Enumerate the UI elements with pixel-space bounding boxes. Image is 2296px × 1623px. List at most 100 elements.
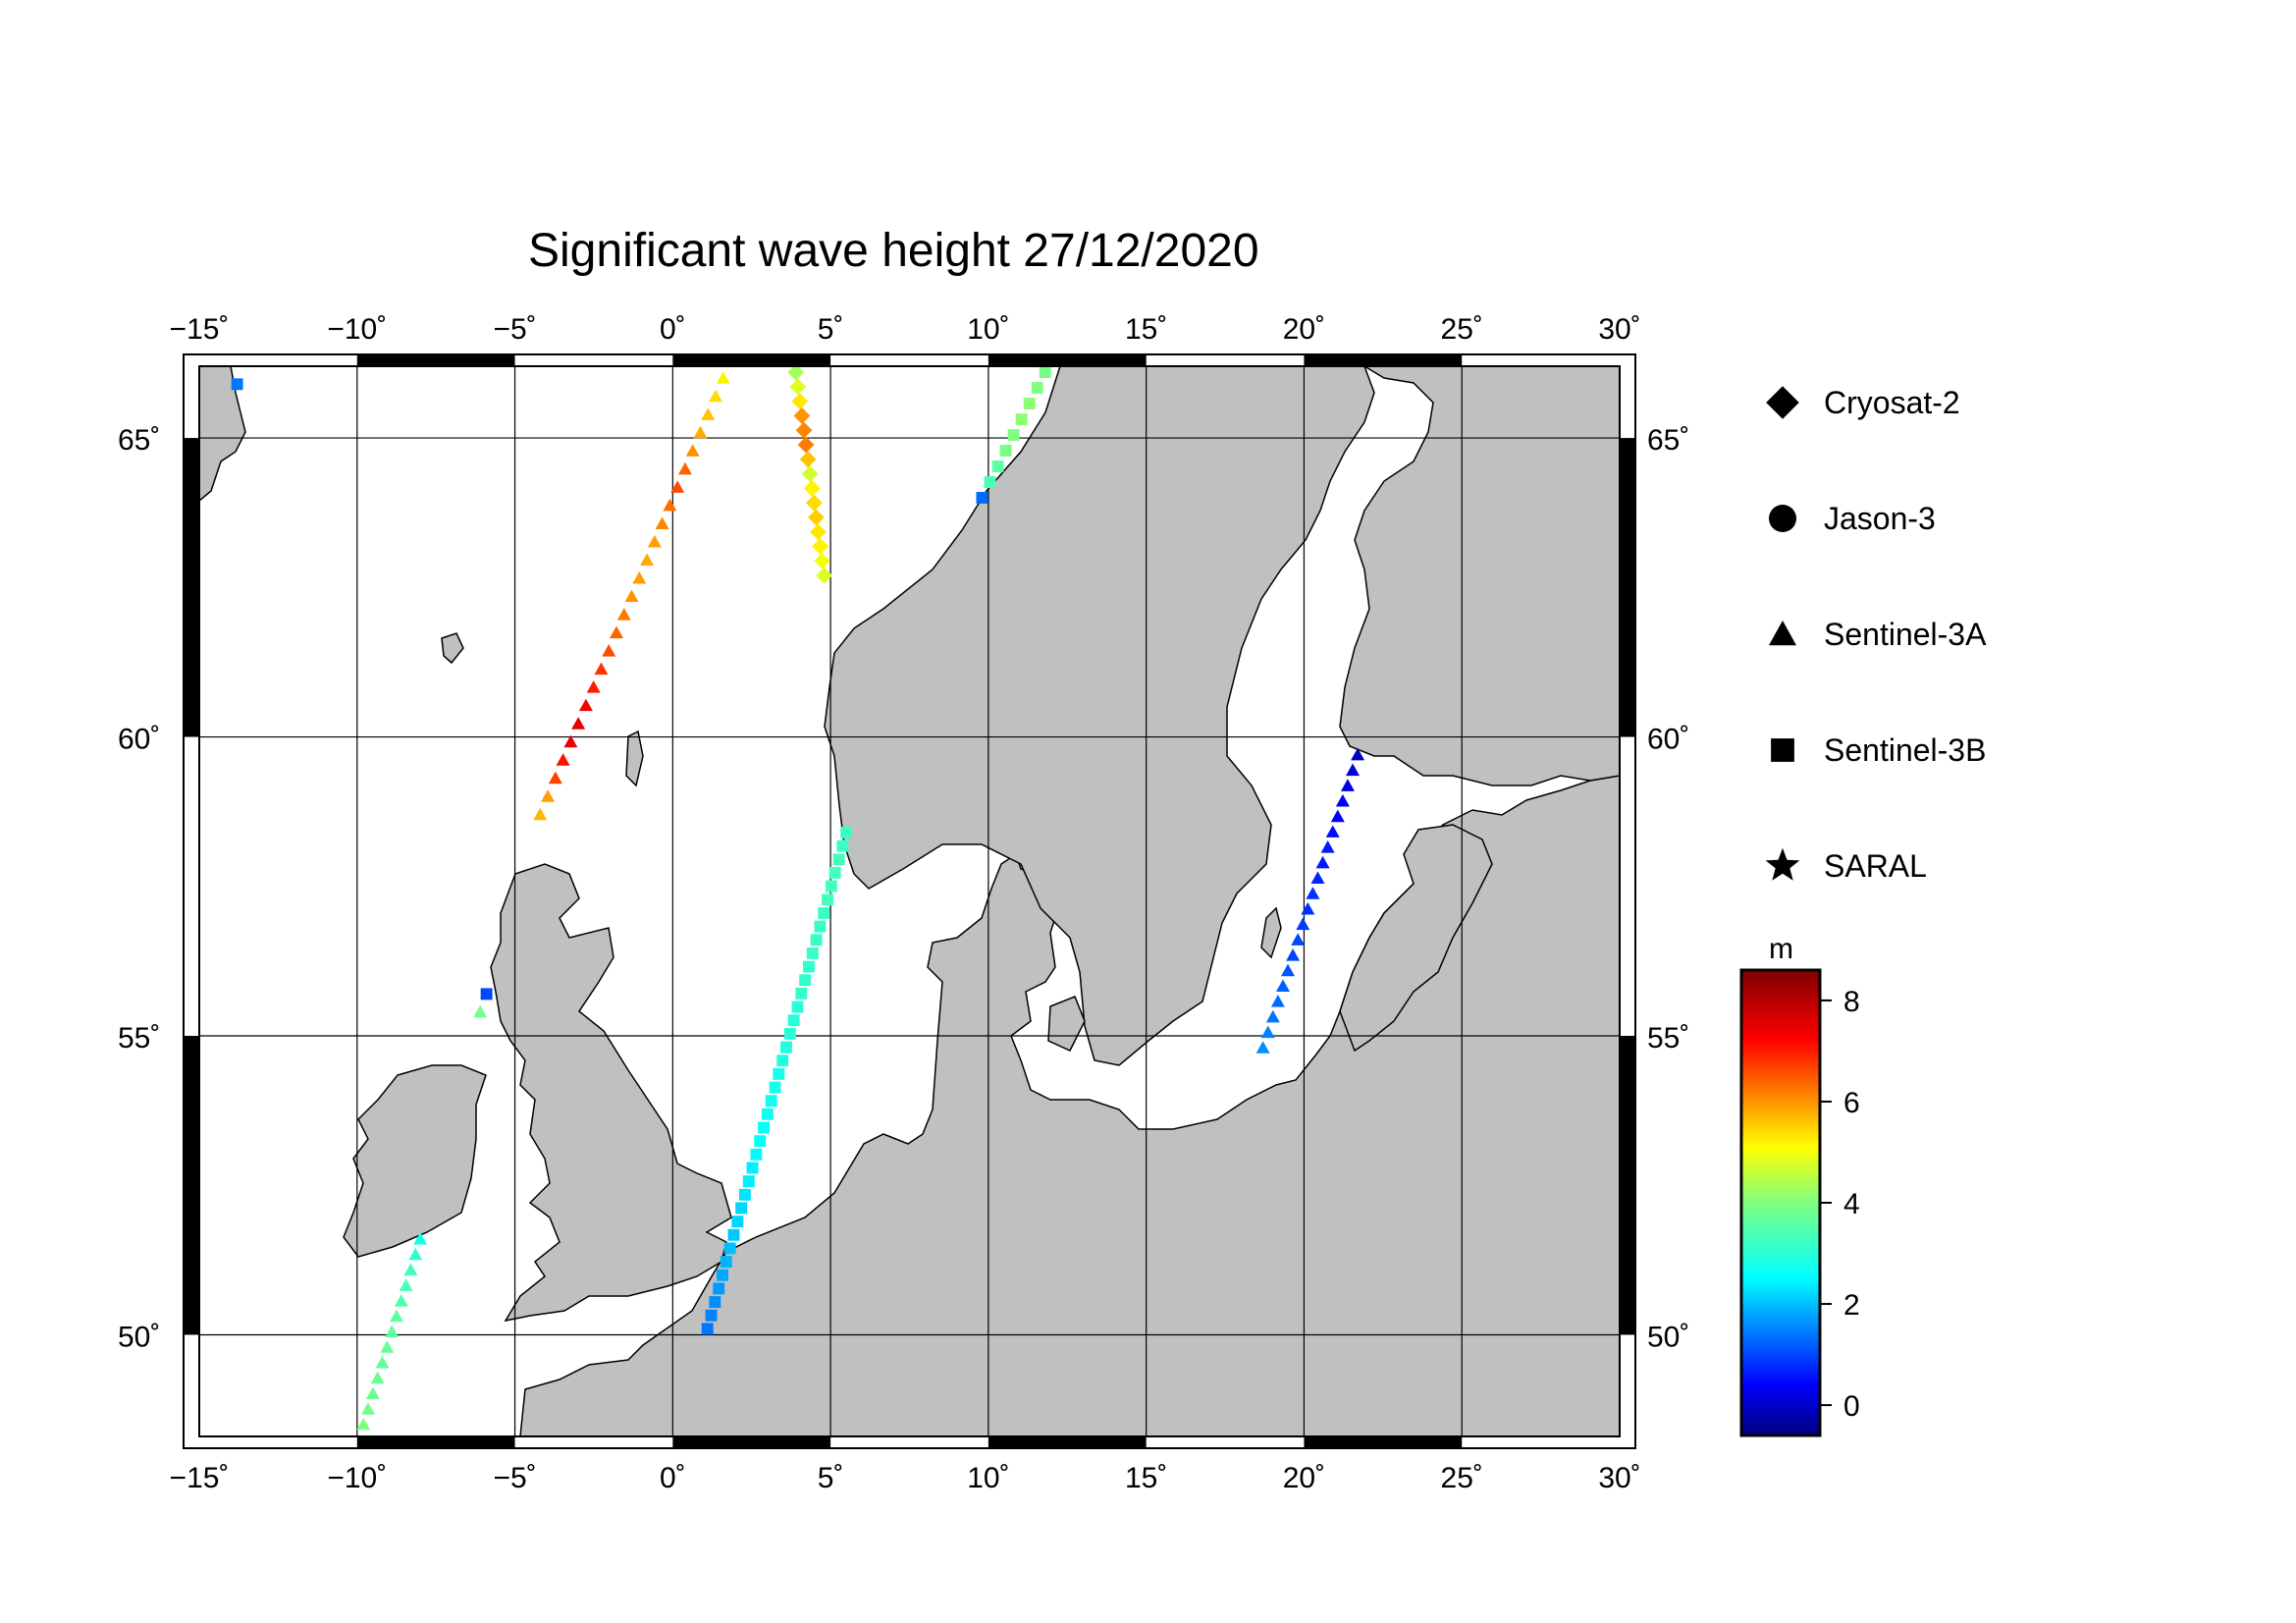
frame-checker-bars: [184, 354, 1635, 1448]
land-ireland: [343, 1064, 487, 1258]
track-point-square: [709, 1296, 721, 1309]
colorbar-gradient: [1739, 968, 1822, 1437]
lon-tick-label: 10˚: [967, 313, 1009, 346]
track-point-triangle: [408, 1247, 423, 1261]
track-point-square: [754, 1135, 767, 1148]
frame-bar-bottom: [988, 1436, 1147, 1448]
track-point-diamond: [789, 378, 807, 396]
track-point-triangle: [1281, 963, 1296, 977]
colorbar-tick-label: 2: [1843, 1289, 1860, 1322]
track-point-square: [799, 974, 812, 987]
track-point-square: [999, 445, 1012, 457]
track-point-diamond: [799, 451, 817, 468]
track-point-triangle: [1275, 979, 1290, 992]
frame-bar-right: [1620, 1036, 1635, 1335]
track-point-triangle: [1296, 917, 1310, 931]
frame-bar-bottom: [672, 1436, 831, 1448]
lon-tick-label: −5˚: [493, 1462, 536, 1494]
lon-tick-label: −15˚: [170, 313, 230, 346]
track-point-triangle: [586, 680, 601, 693]
track-point-triangle: [1315, 855, 1330, 869]
legend-label: Jason-3: [1824, 501, 1936, 536]
land-finland: [1339, 366, 1620, 786]
track-point-square: [735, 1202, 748, 1215]
land-gotland: [1260, 906, 1282, 959]
track-point-triangle: [356, 1417, 371, 1431]
graticule: [199, 366, 1620, 1436]
lon-tick-label: 30˚: [1598, 1462, 1640, 1494]
lon-tick-label: −5˚: [493, 313, 536, 346]
track-point-triangle: [716, 371, 730, 384]
lat-tick-label: 60˚: [1647, 724, 1689, 756]
frame-bar-top: [356, 354, 515, 366]
track-point-square: [1015, 413, 1028, 425]
lon-tick-label: 15˚: [1125, 1462, 1167, 1494]
frame-bar-bottom: [1304, 1436, 1463, 1448]
lon-tick-label: 0˚: [660, 313, 686, 346]
track-point-triangle: [632, 570, 647, 584]
track-point-triangle: [685, 444, 700, 457]
frame-bar-bottom: [356, 1436, 515, 1448]
track-point-diamond: [787, 363, 805, 381]
track-point-triangle: [693, 425, 708, 439]
track-point-square: [836, 839, 849, 852]
track-point-triangle: [602, 644, 616, 657]
colorbar-tick-label: 0: [1843, 1390, 1860, 1423]
legend-label: SARAL: [1824, 848, 1927, 884]
lat-tick-label: 50˚: [118, 1321, 160, 1353]
track-point-triangle: [1306, 887, 1320, 899]
lat-tick-label: 60˚: [118, 724, 160, 756]
track-point-square: [818, 906, 830, 919]
track-point-triangle: [380, 1340, 395, 1353]
map-outer-frame: [183, 353, 1636, 1449]
lon-tick-label: 15˚: [1125, 313, 1167, 346]
frame-bar-right: [1620, 438, 1635, 737]
satellite-legend: Cryosat-2 Jason-3 Sentinel-3A Sentinel-3B SA…: [1765, 385, 1987, 884]
track-point-diamond: [795, 421, 813, 439]
track-point-triangle: [670, 480, 685, 493]
colorbar-tick-label: 8: [1843, 986, 1860, 1018]
legend-label: Sentinel-3B: [1824, 732, 1986, 768]
track-point-triangle: [556, 753, 570, 766]
frame-bar-top: [1304, 354, 1463, 366]
track-point-triangle: [663, 498, 677, 512]
track-point-triangle: [375, 1355, 390, 1369]
track-point-square: [780, 1041, 792, 1054]
track-point-triangle: [385, 1325, 400, 1338]
track-point-square: [776, 1055, 789, 1067]
track-point-square: [758, 1121, 771, 1134]
track-point-square: [761, 1108, 774, 1120]
track-point-triangle: [609, 625, 623, 639]
lon-tick-label: 10˚: [967, 1462, 1009, 1494]
track-point-square: [773, 1067, 785, 1080]
track-point-square: [991, 460, 1004, 472]
track-point-square: [231, 378, 243, 391]
lon-tick-label: −10˚: [327, 313, 387, 346]
track-point-square: [1039, 366, 1051, 379]
legend-label: Sentinel-3A: [1824, 617, 1987, 652]
colorbar-tick-label: 6: [1843, 1087, 1860, 1119]
track-point-triangle: [1260, 1025, 1275, 1039]
legend-label: Cryosat-2: [1824, 385, 1960, 420]
track-point-square: [810, 934, 823, 947]
track-point-triangle: [578, 698, 593, 712]
lat-tick-label: 65˚: [1647, 424, 1689, 457]
track-point-triangle: [1325, 825, 1340, 838]
lon-tick-label: 30˚: [1598, 313, 1640, 346]
track-point-triangle: [647, 534, 662, 548]
track-point-square: [806, 947, 819, 959]
track-point-triangle: [701, 407, 716, 420]
track-point-square: [731, 1216, 744, 1228]
land-faroe: [441, 632, 464, 665]
lat-tick-label: 55˚: [1647, 1022, 1689, 1055]
track-point-diamond: [816, 567, 833, 584]
track-point-diamond: [808, 509, 825, 526]
track-point-square: [814, 920, 827, 933]
lat-tick-label: 50˚: [1647, 1321, 1689, 1353]
track-point-diamond: [793, 407, 811, 424]
track-point-triangle: [361, 1402, 376, 1415]
track-point-triangle: [548, 771, 562, 784]
track-point-triangle: [563, 734, 578, 748]
track-point-square: [738, 1188, 751, 1201]
